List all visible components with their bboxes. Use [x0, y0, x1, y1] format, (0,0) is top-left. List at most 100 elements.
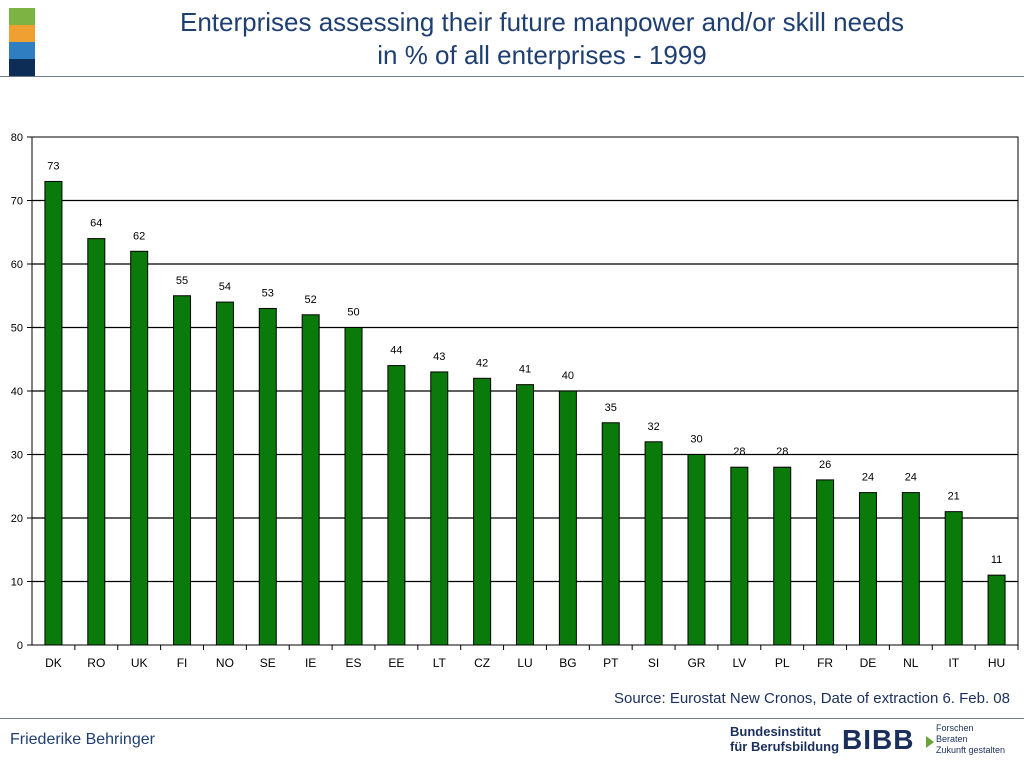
data-label: 35 [605, 402, 617, 414]
logo-name-line-1: Bundesinstitut [730, 724, 821, 739]
title-line-2: in % of all enterprises - 1999 [377, 40, 707, 70]
bar-nl [901, 492, 920, 646]
title-divider [0, 76, 1024, 77]
logo-institute-name: Bundesinstitut für Berufsbildung [730, 724, 842, 754]
x-tick-label: NO [216, 656, 234, 670]
x-tick-label: HU [988, 656, 1005, 670]
data-label: 50 [347, 307, 359, 319]
accent-orange [9, 25, 35, 42]
bar-es [344, 327, 363, 646]
data-label: 24 [905, 472, 917, 484]
x-tick-label: FR [817, 656, 833, 670]
logo-tagline-1: Forschen [936, 723, 974, 733]
x-tick-label: GR [687, 656, 705, 670]
bar-si [644, 441, 663, 646]
bar-cz [473, 377, 492, 646]
bar-bg [558, 390, 577, 646]
bar-ro [87, 238, 106, 646]
x-tick-label: CZ [474, 656, 490, 670]
data-label: 24 [862, 472, 874, 484]
bar-se [258, 307, 277, 646]
y-tick-label: 0 [17, 640, 23, 652]
bar-pl [773, 466, 792, 646]
logo-tagline-3: Zukunft gestalten [936, 745, 1006, 755]
x-tick-label: DE [860, 656, 877, 670]
bar-chart: 0 10 20 30 40 50 60 70 80 73 DK 64 RO 62 UK 55 FI 54 NO 53 S… [11, 132, 1019, 670]
x-tick-label: SI [648, 656, 659, 670]
accent-navy [9, 59, 35, 76]
logo-arrow-icon [926, 736, 934, 748]
data-label: 52 [305, 294, 317, 306]
data-label: 64 [90, 218, 102, 230]
x-tick-label: SE [260, 656, 276, 670]
bibb-logo: Bundesinstitut für Berufsbildung BIBB Fo… [730, 720, 1020, 764]
data-label: 44 [390, 345, 402, 357]
x-tick-label: EE [388, 656, 404, 670]
bar-pt [601, 422, 620, 646]
bar-fr [816, 479, 835, 646]
x-tick-label: LU [517, 656, 532, 670]
x-tick-label: LV [732, 656, 746, 670]
logo-tagline: Forschen Beraten Zukunft gestalten [936, 723, 1005, 756]
data-label: 42 [476, 357, 488, 369]
slide-title: Enterprises assessing their future manpo… [60, 6, 1024, 72]
data-label: 55 [176, 275, 188, 287]
x-tick-label: NL [903, 656, 919, 670]
logo-tagline-2: Beraten [936, 734, 968, 744]
x-tick-label: UK [131, 656, 148, 670]
author-name: Friederike Behringer [10, 731, 155, 748]
accent-green [9, 8, 35, 25]
x-tick-label: LT [433, 656, 447, 670]
bar-it [944, 511, 963, 646]
data-label: 26 [819, 459, 831, 471]
y-tick-label: 70 [11, 196, 23, 208]
data-label: 32 [647, 421, 659, 433]
bar-hu [987, 574, 1006, 646]
y-tick-label: 40 [11, 386, 23, 398]
y-tick-label: 80 [11, 132, 23, 144]
accent-blue [9, 42, 35, 59]
data-label: 73 [47, 160, 59, 172]
y-tick-label: 50 [11, 323, 23, 335]
data-label: 62 [133, 230, 145, 242]
x-tick-label: PT [603, 656, 619, 670]
source-note: Source: Eurostat New Cronos, Date of ext… [613, 690, 1010, 707]
bar-gr [687, 454, 706, 646]
data-label: 40 [562, 370, 574, 382]
x-tick-label: IT [948, 656, 959, 670]
x-tick-label: PL [775, 656, 790, 670]
data-label: 53 [262, 287, 274, 299]
bar-no [215, 301, 234, 646]
bar-uk [130, 250, 149, 646]
x-tick-label: DK [45, 656, 62, 670]
data-label: 28 [733, 446, 745, 458]
bar-ee [387, 365, 406, 646]
footer-divider [0, 718, 1024, 719]
data-label: 28 [776, 446, 788, 458]
data-label: 21 [948, 491, 960, 503]
data-label: 30 [690, 434, 702, 446]
data-label: 11 [991, 554, 1002, 566]
bar-dk [44, 180, 63, 646]
logo-mark: BIBB [842, 724, 915, 755]
x-tick-label: IE [305, 656, 316, 670]
bar-lv [730, 466, 749, 646]
data-label: 54 [219, 281, 231, 293]
y-tick-label: 10 [11, 577, 23, 589]
x-tick-label: RO [87, 656, 105, 670]
bar-ie [301, 314, 320, 646]
y-tick-label: 60 [11, 259, 23, 271]
data-label: 41 [519, 364, 531, 376]
accent-strip [9, 8, 35, 76]
data-label: 43 [433, 351, 445, 363]
bar-lu [516, 384, 534, 646]
y-tick-label: 30 [11, 450, 23, 462]
title-line-1: Enterprises assessing their future manpo… [179, 7, 905, 37]
logo-name-line-2: für Berufsbildung [730, 739, 840, 754]
x-tick-label: FI [177, 656, 188, 670]
x-tick-label: ES [346, 656, 362, 670]
bar-de [858, 492, 877, 646]
y-tick-label: 20 [11, 513, 23, 525]
bar-lt [430, 371, 449, 646]
x-tick-label: BG [559, 656, 576, 670]
